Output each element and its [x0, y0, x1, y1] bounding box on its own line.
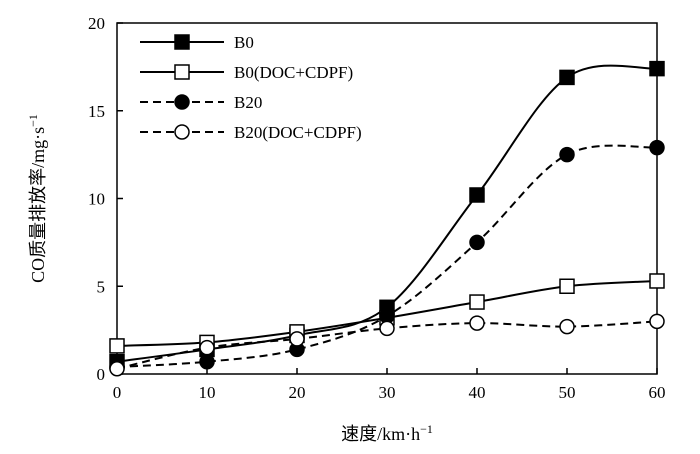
x-tick-label: 60 [649, 383, 666, 402]
legend-marker-b0-doc-cdpf [174, 64, 190, 80]
data-point-b0-doc-cdpf [109, 338, 125, 354]
data-point-b20-doc-cdpf [469, 315, 485, 331]
x-tick-label: 20 [289, 383, 306, 402]
data-point-b0 [559, 69, 575, 86]
data-point-b20 [199, 353, 215, 370]
x-axis-title: 速度/km·h−1 [341, 422, 433, 444]
legend-marker-b20 [174, 94, 190, 110]
data-point-b20-doc-cdpf [559, 318, 575, 335]
x-axis-title-sup: −1 [420, 422, 433, 436]
y-tick-label: 0 [97, 365, 106, 384]
data-point-b0-doc-cdpf [559, 278, 575, 294]
x-tick-label: 50 [559, 383, 576, 402]
y-tick-label: 5 [97, 277, 106, 296]
legend-label-b20: B20 [234, 93, 262, 112]
data-point-b0-doc-cdpf [469, 294, 485, 310]
y-tick-label: 20 [88, 14, 105, 33]
data-point-b20-doc-cdpf [379, 320, 395, 337]
data-point-b20-doc-cdpf [109, 360, 125, 377]
legend-marker-b0 [174, 34, 190, 50]
data-point-b0 [469, 187, 485, 203]
y-axis-title: CO质量排放率/mg·s−1 [26, 114, 48, 283]
y-axis-title-sup: −1 [26, 114, 40, 127]
y-tick-label: 15 [88, 102, 105, 121]
data-point-b20 [469, 234, 485, 251]
x-tick-label: 0 [113, 383, 122, 402]
y-tick-label: 10 [88, 190, 105, 209]
data-point-b20 [559, 146, 575, 163]
data-point-b20 [649, 139, 665, 156]
x-tick-label: 40 [469, 383, 486, 402]
legend: B0 B0(DOC+CDPF) B20 B20(DOC+CDPF) [140, 33, 362, 142]
data-point-b20-doc-cdpf [289, 331, 305, 347]
data-point-b0 [649, 60, 665, 77]
x-axis-title-text: 速度/km·h [341, 424, 420, 444]
legend-label-b0: B0 [234, 33, 254, 52]
y-axis-title-text: CO质量排放率/mg·s [28, 127, 48, 283]
x-tick-label: 30 [379, 383, 396, 402]
x-axis-ticks: 0 10 20 30 40 50 60 [113, 368, 666, 402]
legend-label-b20-doc-cdpf: B20(DOC+CDPF) [234, 123, 362, 142]
x-tick-label: 10 [199, 383, 216, 402]
data-point-b20-doc-cdpf [199, 339, 215, 356]
data-point-b20-doc-cdpf [649, 313, 665, 330]
legend-label-b0-doc-cdpf: B0(DOC+CDPF) [234, 63, 353, 82]
series-markers [109, 60, 665, 377]
y-axis-ticks: 0 5 10 15 20 [88, 14, 123, 384]
legend-marker-b20-doc-cdpf [174, 124, 190, 140]
data-point-b0-doc-cdpf [649, 273, 665, 289]
